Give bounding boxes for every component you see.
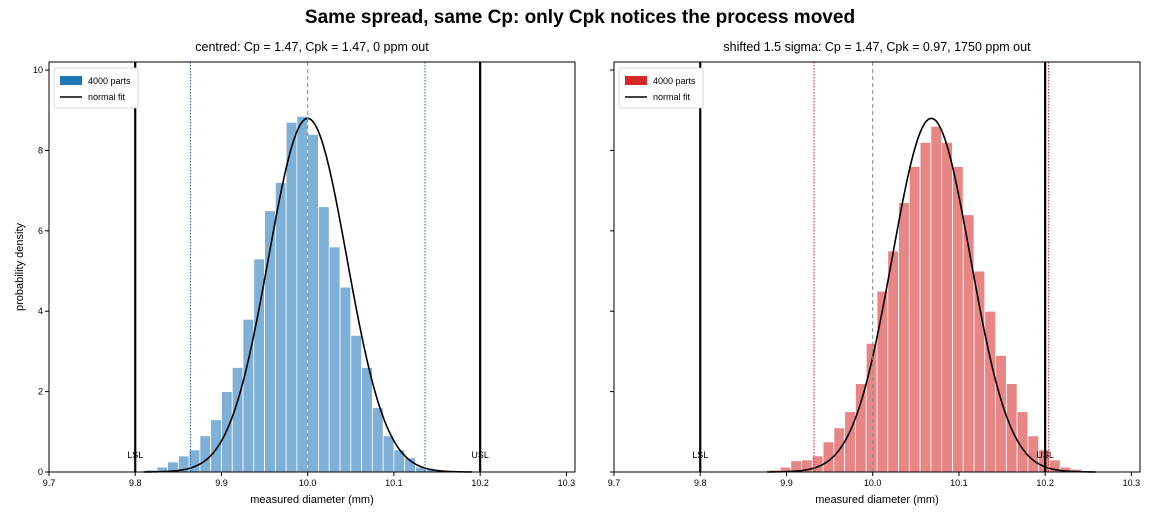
histogram-bar <box>318 206 330 473</box>
y-tick-label: 0 <box>38 467 43 477</box>
histogram-bar <box>371 407 384 473</box>
histogram-bar <box>973 270 986 473</box>
x-tick-label: 9.8 <box>694 478 707 488</box>
histogram-bar <box>285 121 298 473</box>
histogram-bar <box>350 334 362 473</box>
x-tick-label: 9.7 <box>43 478 56 488</box>
histogram-bar <box>307 133 319 473</box>
legend-box <box>53 67 139 109</box>
x-tick-label: 10.0 <box>299 478 317 488</box>
figure-title: Same spread, same Cp: only Cpk notices t… <box>305 7 855 28</box>
histogram-bar <box>199 435 212 473</box>
lsl-label: LSL <box>127 450 143 460</box>
y-tick-label: 4 <box>38 306 43 316</box>
y-tick-label: 8 <box>38 145 43 155</box>
x-tick-label: 9.8 <box>129 478 142 488</box>
panel-title: shifted 1.5 sigma: Cp = 1.47, Cpk = 0.97… <box>723 40 1031 54</box>
x-tick-label: 10.3 <box>1123 478 1141 488</box>
legend-label-fit: normal fit <box>653 92 691 102</box>
histogram-bar <box>328 246 341 473</box>
panel-title: centred: Cp = 1.47, Cpk = 1.47, 0 ppm ou… <box>195 40 429 54</box>
legend: 4000 parts normal fit <box>618 67 704 109</box>
x-tick-label: 10.2 <box>471 478 489 488</box>
histogram-bar <box>274 182 287 473</box>
histogram-bar <box>876 290 889 473</box>
histogram-bar <box>941 141 953 473</box>
usl-label: USL <box>471 450 489 460</box>
legend: 4000 parts normal fit <box>53 67 139 109</box>
legend-swatch-bars <box>60 76 82 85</box>
histogram-bar <box>908 166 921 473</box>
histogram-bar <box>930 125 943 473</box>
histogram-bar <box>296 115 309 473</box>
legend-label-bars: 4000 parts <box>653 76 696 86</box>
y-tick-label: 2 <box>38 387 43 397</box>
x-tick-label: 9.9 <box>780 478 793 488</box>
legend-label-fit: normal fit <box>88 92 126 102</box>
histogram-bar <box>339 286 352 473</box>
histogram-bar <box>919 141 932 473</box>
histogram-bar <box>995 355 1007 473</box>
x-tick-label: 10.3 <box>558 478 576 488</box>
axes-frame <box>48 61 576 473</box>
x-tick-label: 10.0 <box>864 478 882 488</box>
histogram-bar <box>984 310 996 473</box>
x-tick-label: 9.7 <box>608 478 621 488</box>
panel-shifted: shifted 1.5 sigma: Cp = 1.47, Cpk = 0.97… <box>608 40 1141 506</box>
axes-frame <box>613 61 1141 473</box>
x-tick-label: 10.2 <box>1036 478 1054 488</box>
histogram-bar <box>361 367 373 473</box>
legend-label-bars: 4000 parts <box>88 76 131 86</box>
histogram-bar <box>210 419 222 473</box>
x-axis-label: measured diameter (mm) <box>815 494 938 506</box>
histogram-bar <box>855 383 867 473</box>
x-tick-label: 10.1 <box>950 478 968 488</box>
normal-fit-curve <box>767 117 1096 473</box>
histogram-bar <box>382 435 395 473</box>
x-tick-label: 9.9 <box>215 478 228 488</box>
x-axis-label: measured diameter (mm) <box>250 494 373 506</box>
y-tick-label: 10 <box>33 65 43 75</box>
histogram-bar <box>231 367 244 473</box>
panel-centred: centred: Cp = 1.47, Cpk = 1.47, 0 ppm ou… <box>14 40 576 506</box>
y-tick-label: 6 <box>38 226 43 236</box>
histogram-bar <box>962 214 975 473</box>
x-tick-label: 10.1 <box>385 478 403 488</box>
histogram-bar <box>898 202 910 473</box>
histogram-bar <box>887 250 899 473</box>
legend-box <box>618 67 704 109</box>
usl-label: USL <box>1036 450 1054 460</box>
legend-swatch-bars <box>625 76 647 85</box>
lsl-label: LSL <box>692 450 708 460</box>
y-axis-label: probability density <box>14 222 26 311</box>
